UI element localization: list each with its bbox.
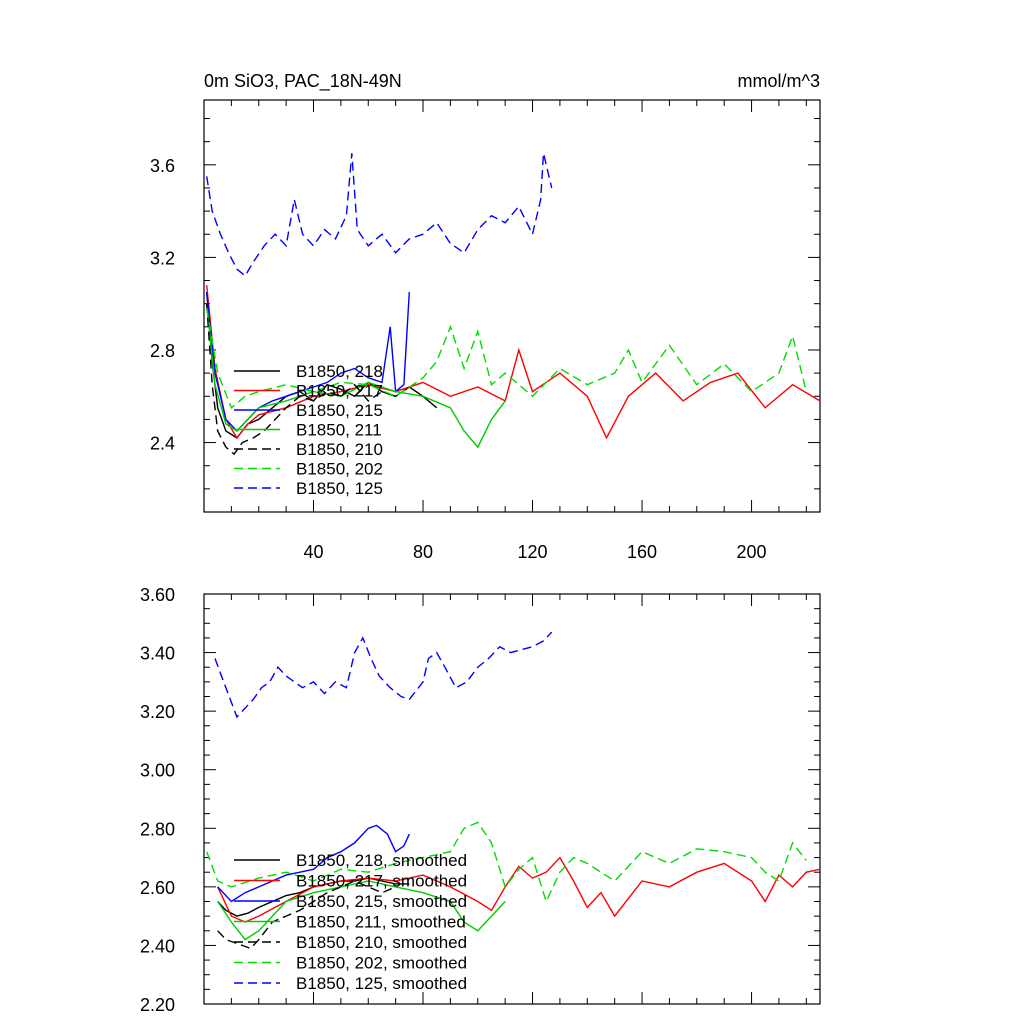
y-tick-label: 2.40 (140, 936, 175, 956)
axis-ticks: 2.20 2.40 2.60 2.80 3.00 3.20 3.40 3.60 (140, 585, 820, 1015)
series-line (206, 821, 807, 904)
y-tick-label: 3.60 (140, 585, 175, 605)
legend-label: B1850, 215, smoothed (296, 892, 467, 911)
bottom-panel: 2.20 2.40 2.60 2.80 3.00 3.20 3.40 3.60 B1850, … (140, 585, 821, 1015)
chart-title: 0m SiO3, PAC_18N-49N (204, 71, 402, 92)
legend-label: B1850, 125, smoothed (296, 974, 467, 993)
y-tick-label: 2.8 (150, 341, 175, 361)
series-line (206, 285, 821, 440)
series-line (206, 303, 506, 449)
y-tick-label: 2.4 (150, 434, 175, 454)
y-tick-label: 3.20 (140, 702, 175, 722)
axis-ticks: 40 80 120 160 200 2.4 2.8 3.2 3.6 (150, 100, 820, 562)
series-lines (206, 153, 821, 456)
y-tick-label: 3.6 (150, 156, 175, 176)
x-tick-label: 160 (627, 542, 657, 562)
y-tick-label: 3.40 (140, 644, 175, 664)
y-tick-label: 2.80 (140, 819, 175, 839)
plot-frame (203, 99, 821, 513)
series-lines (206, 631, 821, 950)
legend-label: B1850, 125 (296, 479, 383, 498)
series-line (206, 303, 396, 456)
y-tick-label: 2.20 (140, 995, 175, 1015)
x-tick-label: 200 (737, 542, 767, 562)
legend-label: B1850, 210 (296, 440, 383, 459)
series-line (217, 880, 396, 950)
series-line (206, 153, 553, 277)
legend-label: B1850, 210, smoothed (296, 933, 467, 952)
legend-label: B1850, 211 (296, 421, 382, 440)
series-line (206, 308, 807, 409)
series-line (217, 824, 410, 903)
y-tick-label: 3.00 (140, 761, 175, 781)
y-tick-label: 2.60 (140, 878, 175, 898)
legend-label: B1850, 215 (296, 401, 383, 420)
legend-label: B1850, 211, smoothed (296, 913, 466, 932)
series-line (217, 880, 506, 941)
legend-label: B1850, 202 (296, 460, 383, 479)
top-panel: 0m SiO3, PAC_18N-49N mmol/m^3 40 80 120 160… (150, 71, 821, 562)
legend-label: B1850, 218 (296, 362, 383, 381)
y-tick-label: 3.2 (150, 248, 175, 268)
legend-label: B1850, 202, smoothed (296, 954, 467, 973)
x-tick-label: 40 (303, 542, 323, 562)
legend-label: B1850, 217, smoothed (296, 872, 467, 891)
units-label: mmol/m^3 (738, 71, 820, 91)
legend: B1850, 218, smoothed B1850, 217, smoothed… (234, 851, 467, 993)
series-line (214, 631, 553, 719)
series-line (217, 856, 821, 923)
legend-label: B1850, 217 (296, 382, 383, 401)
x-tick-label: 80 (413, 542, 433, 562)
x-tick-label: 120 (518, 542, 548, 562)
legend-label: B1850, 218, smoothed (296, 851, 467, 870)
